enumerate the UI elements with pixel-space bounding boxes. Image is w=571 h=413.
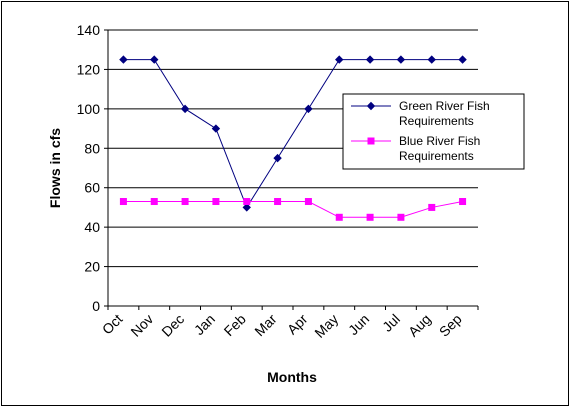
y-axis-title: Flows in cfs bbox=[47, 128, 63, 208]
y-tick-label: 140 bbox=[77, 22, 101, 38]
data-point bbox=[212, 198, 220, 206]
y-tick-label: 80 bbox=[84, 140, 100, 156]
data-point bbox=[335, 55, 344, 64]
data-point bbox=[304, 104, 313, 114]
data-point bbox=[397, 213, 405, 221]
data-point bbox=[242, 203, 251, 212]
data-point bbox=[119, 55, 128, 64]
series bbox=[119, 55, 467, 221]
y-tick-label: 100 bbox=[77, 101, 101, 117]
y-tick-label: 60 bbox=[84, 180, 100, 196]
legend-marker bbox=[366, 101, 376, 111]
data-point bbox=[366, 213, 374, 221]
gridlines bbox=[108, 29, 478, 268]
y-tick-label: 40 bbox=[84, 219, 100, 235]
data-point bbox=[428, 203, 436, 211]
data-point bbox=[273, 153, 282, 163]
data-point bbox=[335, 213, 343, 221]
data-point bbox=[150, 198, 158, 206]
data-point bbox=[458, 55, 467, 64]
data-point bbox=[427, 55, 436, 64]
data-point bbox=[365, 55, 375, 64]
legend-marker bbox=[367, 137, 375, 145]
y-tick-label: 120 bbox=[77, 61, 101, 77]
data-point bbox=[180, 104, 190, 114]
data-point bbox=[119, 198, 127, 206]
data-point bbox=[243, 198, 251, 206]
axes bbox=[104, 29, 479, 310]
series-line bbox=[123, 201, 463, 218]
series-0 bbox=[119, 55, 467, 212]
data-point bbox=[459, 198, 467, 206]
chart-border bbox=[1, 1, 569, 406]
data-point bbox=[396, 55, 406, 64]
data-point bbox=[150, 55, 159, 64]
legend-label: Green River Fish Requirements bbox=[399, 99, 490, 128]
data-point bbox=[211, 124, 221, 133]
y-tick-labels: 0 20 40 60 80 100 120 140 bbox=[77, 22, 101, 314]
series-line bbox=[123, 59, 463, 209]
y-tick-label: 20 bbox=[84, 259, 100, 275]
data-point bbox=[274, 198, 282, 206]
series-1 bbox=[119, 198, 467, 221]
data-point bbox=[304, 198, 312, 206]
data-point bbox=[181, 198, 189, 206]
legend: Green River Fish Requirements Blue River F… bbox=[342, 93, 525, 170]
legend-label: Blue River Fish Requirements bbox=[399, 134, 480, 163]
x-axis-title: Months bbox=[267, 369, 317, 385]
y-tick-label: 0 bbox=[92, 298, 100, 314]
legend-box bbox=[342, 93, 525, 170]
